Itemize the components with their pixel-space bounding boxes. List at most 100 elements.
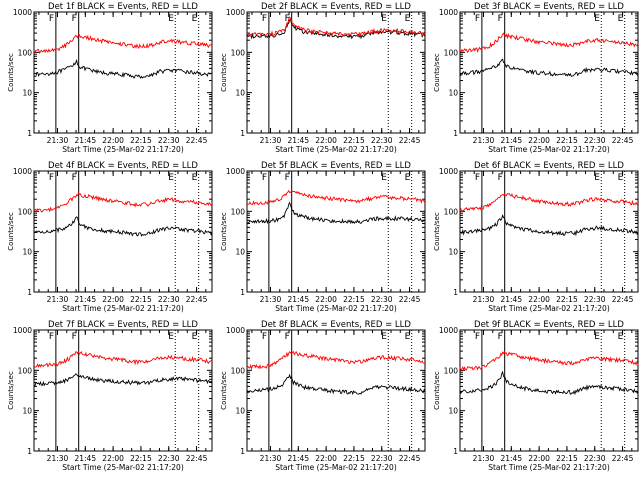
- marker-label: F: [49, 14, 54, 24]
- y-axis-title: Counts/sec: [433, 371, 441, 410]
- chart-panel: Det 6f BLACK = Events, RED = LLD 1 10 100 10…: [433, 161, 639, 313]
- lld-series-line: [459, 350, 639, 372]
- marker-label: F: [285, 332, 290, 342]
- x-tick-label: 22:00: [528, 295, 550, 304]
- x-tick-label: 21:30: [473, 136, 495, 145]
- lld-series-line: [33, 33, 213, 55]
- chart-panel: Det 5f BLACK = Events, RED = LLD 1 10 100 10…: [220, 161, 426, 313]
- marker-label: E: [381, 14, 387, 24]
- y-tick-label: 1: [27, 288, 32, 297]
- x-tick-label: 21:45: [74, 454, 96, 463]
- y-tick-label: 1: [240, 288, 245, 297]
- marker-label: F: [49, 332, 54, 342]
- panel-title: Det 1f BLACK = Events, RED = LLD: [48, 2, 198, 12]
- marker-label: E: [618, 173, 624, 183]
- events-series-line: [33, 58, 213, 80]
- marker-label: E: [405, 332, 411, 342]
- x-tick-label: 22:15: [556, 454, 578, 463]
- panel-title: Det 7f BLACK = Events, RED = LLD: [48, 320, 198, 330]
- x-tick-label: 21:45: [287, 136, 309, 145]
- marker-label: F: [498, 173, 503, 183]
- marker-label: E: [192, 332, 198, 342]
- y-tick-label: 10: [235, 248, 245, 257]
- panel-title: Det 3f BLACK = Events, RED = LLD: [474, 2, 624, 12]
- events-series-line: [459, 214, 639, 237]
- y-axis-title: Counts/sec: [220, 371, 228, 410]
- lld-series-line: [459, 192, 639, 213]
- lld-series-line: [459, 32, 639, 53]
- plot-frame: [246, 11, 426, 134]
- chart-panel: Det 9f BLACK = Events, RED = LLD 1 10 100 10…: [433, 320, 639, 472]
- panel-title: Det 4f BLACK = Events, RED = LLD: [48, 161, 198, 171]
- x-tick-label: 22:30: [371, 454, 393, 463]
- y-axis-title: Counts/sec: [7, 212, 15, 251]
- marker-label: E: [618, 332, 624, 342]
- marker-label: F: [262, 173, 267, 183]
- x-tick-label: 22:15: [130, 136, 152, 145]
- y-tick-label: 1: [27, 129, 32, 138]
- marker-label: F: [498, 332, 503, 342]
- panel-title: Det 9f BLACK = Events, RED = LLD: [474, 320, 624, 330]
- x-tick-label: 22:15: [556, 136, 578, 145]
- y-tick-label: 100: [231, 366, 246, 375]
- x-tick-label: 22:45: [186, 136, 208, 145]
- events-series-line: [33, 216, 213, 237]
- x-tick-label: 21:45: [500, 454, 522, 463]
- y-tick-label: 1000: [13, 8, 32, 17]
- y-tick-label: 10: [448, 89, 458, 98]
- marker-label: E: [168, 14, 174, 24]
- events-series-line: [246, 373, 426, 396]
- y-tick-label: 1000: [226, 8, 245, 17]
- marker-label: E: [618, 14, 624, 24]
- events-series-line: [459, 58, 639, 78]
- marker-label: E: [381, 173, 387, 183]
- x-tick-label: 21:45: [74, 136, 96, 145]
- marker-label: E: [381, 332, 387, 342]
- y-tick-label: 100: [231, 207, 246, 216]
- marker-label: F: [475, 332, 480, 342]
- y-tick-label: 1: [240, 447, 245, 456]
- y-tick-label: 10: [22, 407, 32, 416]
- x-tick-label: 22:15: [343, 454, 365, 463]
- marker-label: F: [498, 14, 503, 24]
- marker-label: E: [594, 332, 600, 342]
- plot-frame: [33, 329, 213, 452]
- panel-title: Det 2f BLACK = Events, RED = LLD: [261, 2, 411, 12]
- x-tick-label: 22:30: [584, 136, 606, 145]
- y-tick-label: 10: [22, 248, 32, 257]
- y-tick-label: 100: [444, 366, 459, 375]
- y-tick-label: 10: [235, 89, 245, 98]
- y-tick-label: 100: [444, 48, 459, 57]
- plot-frame: [459, 11, 639, 134]
- marker-label: E: [405, 173, 411, 183]
- lld-series-line: [246, 189, 426, 206]
- lld-series-line: [246, 16, 426, 38]
- panel-title: Det 5f BLACK = Events, RED = LLD: [261, 161, 411, 171]
- y-tick-label: 1: [453, 129, 458, 138]
- marker-label: F: [72, 14, 77, 24]
- y-tick-label: 10: [448, 248, 458, 257]
- y-tick-label: 100: [18, 48, 33, 57]
- x-tick-label: 21:45: [287, 454, 309, 463]
- x-tick-label: 22:00: [528, 136, 550, 145]
- x-tick-label: 22:30: [158, 295, 180, 304]
- x-tick-label: 22:00: [315, 136, 337, 145]
- marker-label: F: [475, 173, 480, 183]
- marker-label: F: [49, 173, 54, 183]
- x-axis-title: Start Time (25-Mar-02 21:17:20): [275, 304, 397, 313]
- y-axis-title: Counts/sec: [433, 53, 441, 92]
- chart-panel: Det 2f BLACK = Events, RED = LLD 1 10 100 10…: [220, 2, 426, 154]
- x-tick-label: 22:00: [102, 454, 124, 463]
- panel-title: Det 6f BLACK = Events, RED = LLD: [474, 161, 624, 171]
- x-tick-label: 22:30: [158, 136, 180, 145]
- x-axis-title: Start Time (25-Mar-02 21:17:20): [488, 304, 610, 313]
- lld-series-line: [246, 350, 426, 371]
- chart-panel: Det 8f BLACK = Events, RED = LLD 1 10 100 10…: [220, 320, 426, 472]
- x-tick-label: 21:30: [47, 295, 69, 304]
- marker-label: E: [594, 173, 600, 183]
- plot-frame: [246, 170, 426, 293]
- marker-label: F: [475, 14, 480, 24]
- plot-frame: [459, 170, 639, 293]
- x-axis-title: Start Time (25-Mar-02 21:17:20): [62, 463, 184, 472]
